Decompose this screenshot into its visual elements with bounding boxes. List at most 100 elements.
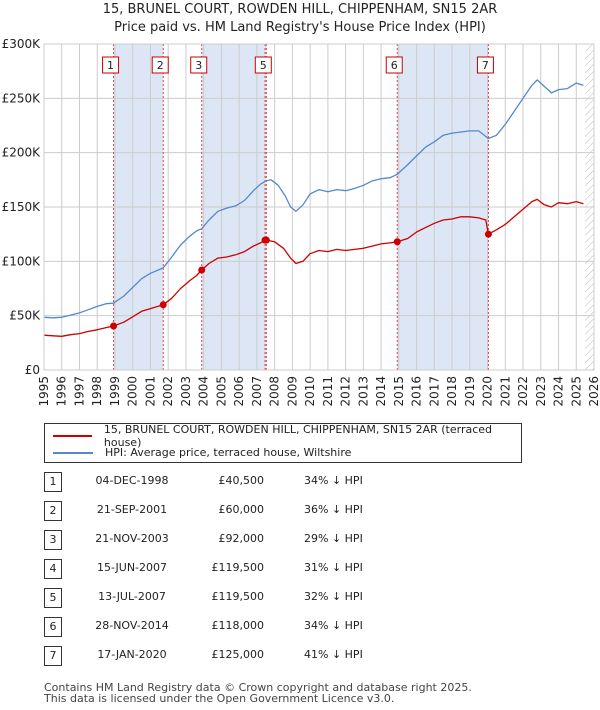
x-tick-label: 2018 (445, 376, 459, 407)
chart-title: 15, BRUNEL COURT, ROWDEN HILL, CHIPPENHA… (102, 2, 498, 17)
legend-label-price: 15, BRUNEL COURT, ROWDEN HILL, CHIPPENHA… (103, 422, 493, 449)
y-tick-label: £150K (2, 200, 42, 214)
sale-point (262, 236, 270, 244)
footer: Contains HM Land Registry data © Crown c… (44, 682, 472, 704)
row-hpi: 36% ↓ HPI (304, 503, 363, 516)
marker-label: 5 (260, 59, 267, 72)
x-tick-label: 2025 (569, 376, 583, 407)
row-price: £118,000 (211, 619, 265, 632)
chart-subtitle: Price paid vs. HM Land Registry's House … (114, 20, 486, 35)
legend-item-hpi: HPI: Average price, terraced house, Wilt… (53, 444, 351, 461)
row-date: 04-DEC-1998 (95, 474, 169, 487)
row-price: £119,500 (211, 561, 265, 574)
marker-label: 2 (157, 59, 164, 72)
x-tick-label: 2006 (232, 376, 246, 407)
x-tick-label: 2001 (143, 376, 157, 407)
x-tick-label: 2009 (285, 376, 299, 407)
y-tick-label: £100K (2, 254, 42, 268)
row-price: £119,500 (211, 590, 265, 603)
plot-frame (43, 43, 595, 371)
footer-copyright: Contains HM Land Registry data © Crown c… (44, 681, 472, 694)
row-hpi: 32% ↓ HPI (304, 590, 363, 603)
row-date: 21-SEP-2001 (96, 503, 168, 516)
x-tick-label: 2010 (303, 376, 317, 407)
hpi-line-swatch (53, 451, 93, 454)
x-tick-label: 1997 (72, 376, 86, 407)
table-row: 4 15-JUN-2007 £119,500 31% ↓ HPI (44, 559, 484, 579)
price-paid-line (43, 198, 584, 337)
y-tick-label: £200K (2, 146, 42, 160)
x-tick-label: 2004 (197, 376, 211, 407)
x-tick-label: 1998 (90, 376, 104, 407)
table-row: 1 04-DEC-1998 £40,500 34% ↓ HPI (44, 472, 484, 492)
row-price: £40,500 (218, 474, 265, 487)
table-row: 6 28-NOV-2014 £118,000 34% ↓ HPI (44, 617, 484, 637)
sale-point (484, 230, 492, 238)
y-tick-label: £300K (2, 37, 42, 51)
sale-point (110, 322, 118, 330)
row-date: 21-NOV-2003 (95, 532, 169, 545)
table-row: 7 17-JAN-2020 £125,000 41% ↓ HPI (44, 646, 484, 666)
row-date: 15-JUN-2007 (96, 561, 168, 574)
row-date: 13-JUL-2007 (98, 590, 166, 603)
x-tick-label: 1995 (37, 376, 51, 407)
marker-label-box (385, 56, 403, 74)
row-price: £92,000 (218, 532, 265, 545)
row-hpi: 41% ↓ HPI (304, 648, 363, 661)
marker-label-box (102, 56, 120, 74)
marker-label: 7 (482, 59, 489, 72)
marker-label-box (476, 56, 494, 74)
x-tick-label: 2012 (339, 376, 353, 407)
row-hpi: 34% ↓ HPI (304, 474, 363, 487)
x-tick-label: 2008 (268, 376, 282, 407)
row-number-badge: 5 (44, 588, 62, 608)
x-tick-label: 2026 (587, 376, 600, 407)
x-tick-label: 2021 (498, 376, 512, 407)
x-tick-label: 2016 (410, 376, 424, 407)
hpi-line (43, 79, 584, 319)
x-tick-label: 2014 (374, 376, 388, 407)
price-chart: 1 2 3 5 6 7 £0 £50K £100K £150K £200K £250K £300K 19… (2, 37, 600, 407)
x-tick-label: 2002 (161, 376, 175, 407)
row-number-badge: 3 (44, 530, 62, 550)
x-tick-label: 2003 (179, 376, 193, 407)
y-tick-label: £50K (9, 309, 41, 323)
footer-licence: This data is licensed under the Open Gov… (44, 692, 395, 705)
legend-item-price: 15, BRUNEL COURT, ROWDEN HILL, CHIPPENHA… (53, 423, 521, 449)
table-row: 3 21-NOV-2003 £92,000 29% ↓ HPI (44, 530, 484, 550)
marker-label: 3 (195, 59, 202, 72)
row-price: £125,000 (211, 648, 265, 661)
legend-label-hpi: HPI: Average price, terraced house, Wilt… (105, 446, 352, 459)
x-tick-label: 2000 (126, 376, 140, 407)
row-number-badge: 7 (44, 646, 62, 666)
x-tick-label: 2011 (321, 376, 335, 407)
row-number-badge: 2 (44, 501, 62, 521)
marker-label: 6 (391, 59, 398, 72)
sale-point (198, 266, 206, 274)
marker-label: 1 (107, 59, 114, 72)
marker-label-box (190, 56, 208, 74)
row-price: £60,000 (218, 503, 265, 516)
row-date: 28-NOV-2014 (95, 619, 169, 632)
x-tick-label: 2022 (516, 376, 530, 407)
legend: 15, BRUNEL COURT, ROWDEN HILL, CHIPPENHA… (44, 423, 522, 463)
sale-point (393, 238, 401, 246)
row-hpi: 29% ↓ HPI (304, 532, 363, 545)
price-line-swatch (53, 434, 92, 437)
table-row: 5 13-JUL-2007 £119,500 32% ↓ HPI (44, 588, 484, 608)
table-row: 2 21-SEP-2001 £60,000 36% ↓ HPI (44, 501, 484, 521)
row-hpi: 34% ↓ HPI (304, 619, 363, 632)
x-tick-label: 2013 (356, 376, 370, 407)
marker-label-box (254, 56, 272, 74)
row-number-badge: 6 (44, 617, 62, 637)
x-tick-label: 2023 (534, 376, 548, 407)
x-tick-label: 2015 (392, 376, 406, 407)
x-tick-label: 2024 (552, 376, 566, 407)
row-number-badge: 1 (44, 472, 62, 492)
y-tick-label: £0 (25, 363, 40, 377)
sale-point (159, 301, 167, 309)
row-date: 17-JAN-2020 (97, 648, 167, 661)
x-tick-label: 1996 (55, 376, 69, 407)
x-tick-label: 2005 (214, 376, 228, 407)
row-number-badge: 4 (44, 559, 62, 579)
